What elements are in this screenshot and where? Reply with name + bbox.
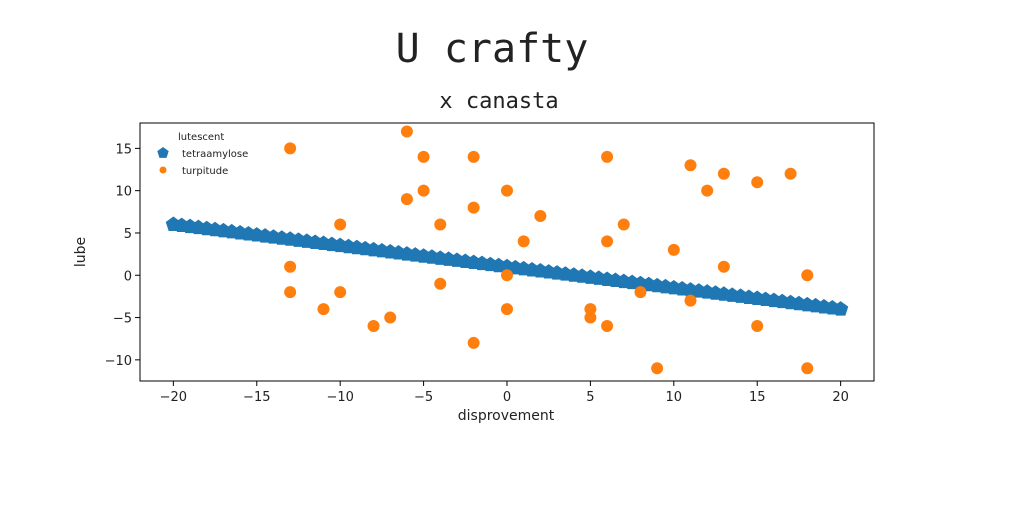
- legend-label-tetraamylose: tetraamylose: [182, 149, 248, 160]
- x-tick-label: 20: [832, 390, 849, 405]
- data-point-turpitude: [367, 320, 380, 333]
- legend-label-turpitude: turpitude: [182, 166, 228, 177]
- data-point-turpitude: [801, 362, 814, 375]
- chart-title: U crafty: [396, 26, 589, 72]
- x-tick-label: −15: [243, 390, 270, 405]
- chart-subtitle: x canasta: [439, 89, 558, 114]
- y-tick-label: −5: [113, 312, 132, 327]
- data-point-turpitude: [684, 159, 697, 172]
- data-point-turpitude: [501, 303, 513, 316]
- data-point-turpitude: [434, 218, 447, 231]
- data-point-turpitude: [751, 176, 764, 189]
- y-tick-label: −10: [105, 354, 132, 369]
- data-point-turpitude: [434, 277, 447, 290]
- legend-marker-tetraamylose: [157, 147, 169, 158]
- data-point-turpitude: [284, 260, 297, 273]
- x-tick-label: 0: [503, 390, 511, 405]
- data-point-turpitude: [634, 286, 647, 299]
- data-point-turpitude: [717, 260, 730, 273]
- legend-pentagon-icon: [157, 147, 169, 158]
- data-point-turpitude: [384, 311, 397, 324]
- data-point-turpitude: [801, 269, 814, 282]
- data-point-turpitude: [784, 167, 797, 180]
- legend-marker-turpitude: [159, 166, 167, 174]
- x-tick-label: −5: [414, 390, 433, 405]
- y-axis-label: lube: [73, 237, 89, 267]
- data-point-turpitude: [701, 184, 714, 197]
- y-axis-ticks: −10 −5 0 5 10 15: [105, 142, 140, 369]
- data-point-turpitude: [467, 150, 480, 163]
- data-point-turpitude: [651, 362, 664, 375]
- data-point-turpitude: [684, 294, 697, 307]
- data-point-turpitude: [334, 218, 347, 231]
- y-tick-label: 15: [115, 142, 132, 157]
- x-tick-label: −10: [326, 390, 353, 405]
- data-point-turpitude: [334, 286, 347, 299]
- data-point-turpitude: [417, 150, 430, 163]
- legend: lutescent tetraamylose turpitude: [157, 132, 248, 177]
- data-point-turpitude: [501, 269, 513, 282]
- plot-area-frame: [139, 122, 875, 382]
- x-axis-ticks: −20 −15 −10 −5 0 5 10 15 20: [160, 381, 849, 405]
- legend-title: lutescent: [178, 132, 224, 143]
- data-point-turpitude: [667, 243, 680, 256]
- data-point-turpitude: [417, 184, 430, 197]
- data-point-turpitude: [400, 193, 413, 206]
- data-point-turpitude: [601, 320, 614, 333]
- data-point-turpitude: [617, 218, 630, 231]
- data-point-turpitude: [601, 150, 614, 163]
- data-point-turpitude: [501, 184, 513, 197]
- data-point-turpitude: [467, 201, 480, 214]
- data-point-tetraamylose: [833, 301, 849, 316]
- x-axis-label: disprovement: [458, 408, 555, 424]
- x-tick-label: 5: [586, 390, 594, 405]
- x-tick-label: 10: [666, 390, 683, 405]
- data-point-turpitude: [601, 235, 614, 248]
- data-point-turpitude: [517, 235, 530, 248]
- data-point-turpitude: [751, 320, 764, 333]
- series-turpitude: [284, 125, 814, 375]
- legend-circle-icon: [159, 166, 167, 174]
- data-point-turpitude: [284, 286, 297, 299]
- x-tick-label: −20: [160, 390, 187, 405]
- y-tick-label: 10: [115, 185, 132, 200]
- data-point-turpitude: [400, 125, 413, 138]
- data-point-turpitude: [317, 303, 330, 316]
- data-point-turpitude: [467, 336, 480, 349]
- x-tick-label: 15: [749, 390, 766, 405]
- data-point-turpitude: [584, 311, 597, 324]
- data-point-turpitude: [717, 167, 730, 180]
- data-point-turpitude: [534, 210, 547, 223]
- y-tick-label: 0: [124, 269, 132, 284]
- series-tetraamylose: [165, 216, 849, 316]
- data-point-turpitude: [284, 142, 297, 155]
- y-tick-label: 5: [124, 227, 132, 242]
- data-point-turpitude: [584, 303, 597, 316]
